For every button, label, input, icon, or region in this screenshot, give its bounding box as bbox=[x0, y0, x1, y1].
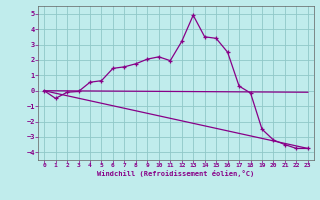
X-axis label: Windchill (Refroidissement éolien,°C): Windchill (Refroidissement éolien,°C) bbox=[97, 170, 255, 177]
